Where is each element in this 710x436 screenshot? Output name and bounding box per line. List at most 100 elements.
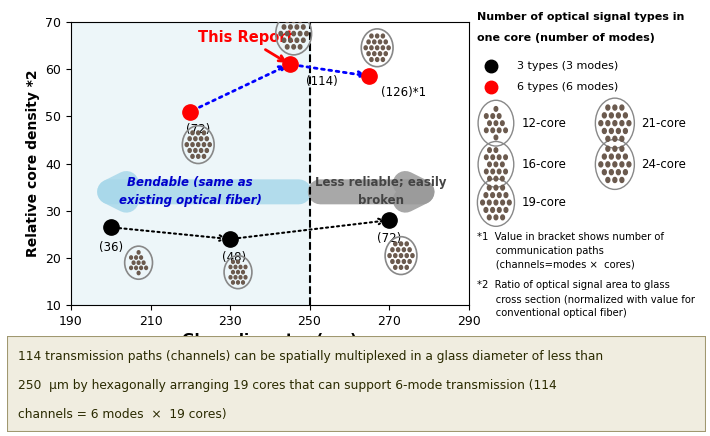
Circle shape xyxy=(282,38,286,42)
Circle shape xyxy=(504,193,508,198)
Circle shape xyxy=(364,46,367,50)
Circle shape xyxy=(279,31,283,36)
Circle shape xyxy=(494,215,498,220)
Circle shape xyxy=(606,121,610,126)
Circle shape xyxy=(234,276,237,279)
Circle shape xyxy=(241,270,244,274)
Circle shape xyxy=(609,129,613,133)
Circle shape xyxy=(231,260,234,263)
Circle shape xyxy=(623,113,628,118)
Circle shape xyxy=(200,137,202,140)
Circle shape xyxy=(411,254,414,258)
Circle shape xyxy=(504,208,508,212)
Circle shape xyxy=(239,266,242,269)
Circle shape xyxy=(599,162,603,167)
Circle shape xyxy=(627,121,631,126)
Circle shape xyxy=(234,266,237,269)
Circle shape xyxy=(239,276,242,279)
Circle shape xyxy=(498,155,501,160)
Text: 12-core: 12-core xyxy=(522,117,567,129)
Circle shape xyxy=(229,266,232,269)
Circle shape xyxy=(494,107,498,111)
Circle shape xyxy=(197,131,200,135)
Circle shape xyxy=(488,176,491,181)
Circle shape xyxy=(137,271,140,275)
Text: Number of optical signal types in: Number of optical signal types in xyxy=(477,12,684,22)
Circle shape xyxy=(487,215,491,220)
Circle shape xyxy=(292,18,295,23)
Circle shape xyxy=(405,254,408,258)
Circle shape xyxy=(205,149,209,153)
Circle shape xyxy=(241,281,244,284)
Circle shape xyxy=(302,38,305,42)
Circle shape xyxy=(616,113,621,118)
Circle shape xyxy=(498,169,501,174)
Circle shape xyxy=(491,114,494,118)
Circle shape xyxy=(620,162,624,167)
Circle shape xyxy=(205,137,209,140)
Circle shape xyxy=(488,162,491,167)
Circle shape xyxy=(484,155,488,160)
Circle shape xyxy=(393,242,397,246)
Circle shape xyxy=(305,31,308,36)
Circle shape xyxy=(137,251,140,254)
Circle shape xyxy=(370,58,373,61)
Circle shape xyxy=(504,155,508,160)
Circle shape xyxy=(487,185,491,190)
Circle shape xyxy=(202,143,206,146)
Circle shape xyxy=(501,176,504,181)
Circle shape xyxy=(620,177,624,183)
Circle shape xyxy=(484,208,488,212)
X-axis label: Glass diameter (μm): Glass diameter (μm) xyxy=(182,334,357,348)
Circle shape xyxy=(391,259,394,263)
Circle shape xyxy=(130,266,133,269)
Circle shape xyxy=(488,121,491,126)
Circle shape xyxy=(393,254,397,258)
Circle shape xyxy=(381,58,385,61)
Circle shape xyxy=(494,176,498,181)
Circle shape xyxy=(381,34,385,38)
Circle shape xyxy=(616,170,621,175)
Circle shape xyxy=(606,146,610,151)
Circle shape xyxy=(194,149,197,153)
Circle shape xyxy=(244,266,247,269)
Circle shape xyxy=(298,45,302,49)
Circle shape xyxy=(197,143,200,146)
Circle shape xyxy=(405,242,408,246)
Circle shape xyxy=(501,215,505,220)
Text: This Report: This Report xyxy=(198,31,294,61)
Circle shape xyxy=(400,254,403,258)
Circle shape xyxy=(376,46,378,50)
Circle shape xyxy=(602,113,606,118)
Circle shape xyxy=(135,256,138,259)
Circle shape xyxy=(609,154,613,159)
Circle shape xyxy=(498,114,501,118)
Text: (36): (36) xyxy=(99,242,123,255)
Circle shape xyxy=(491,208,494,212)
Circle shape xyxy=(498,208,501,212)
Circle shape xyxy=(494,162,498,167)
Circle shape xyxy=(408,259,411,263)
Circle shape xyxy=(285,31,289,36)
Circle shape xyxy=(609,170,613,175)
Bar xyxy=(71,22,310,305)
Circle shape xyxy=(191,143,194,146)
Circle shape xyxy=(403,259,405,263)
Circle shape xyxy=(484,114,488,118)
Circle shape xyxy=(145,266,148,269)
FancyBboxPatch shape xyxy=(7,336,706,432)
Circle shape xyxy=(229,276,232,279)
FancyArrowPatch shape xyxy=(109,184,299,200)
Circle shape xyxy=(188,137,191,140)
Circle shape xyxy=(508,200,511,205)
Circle shape xyxy=(484,193,488,198)
Text: *1  Value in bracket shows number of
      communication paths
      (channels=m: *1 Value in bracket shows number of comm… xyxy=(477,232,664,269)
Circle shape xyxy=(289,38,293,42)
Circle shape xyxy=(391,248,394,252)
Circle shape xyxy=(599,121,603,126)
Text: 6 types (6 modes): 6 types (6 modes) xyxy=(510,82,618,92)
Circle shape xyxy=(616,154,621,159)
Text: one core (number of modes): one core (number of modes) xyxy=(477,33,655,43)
Circle shape xyxy=(137,261,140,264)
Circle shape xyxy=(197,154,200,158)
